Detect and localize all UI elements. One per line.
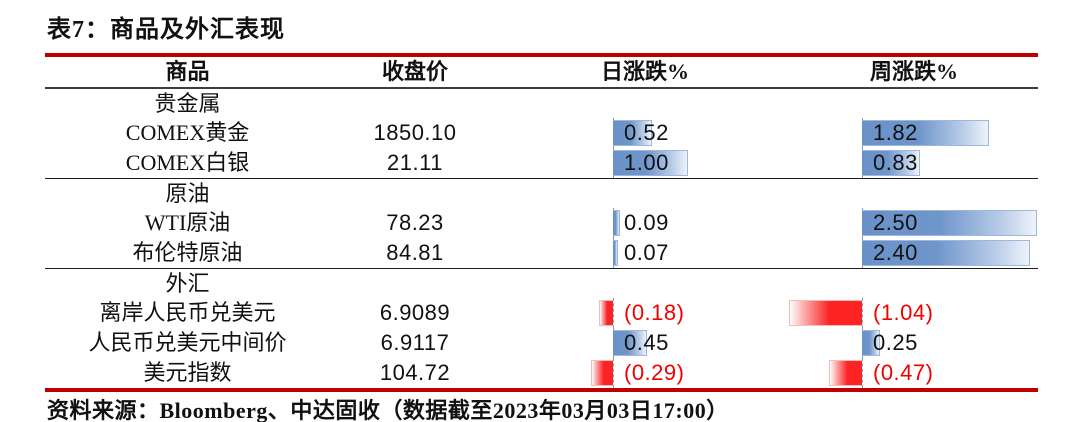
source-note: 资料来源：Bloomberg、中达固收（数据截至2023年03月03日17:00… <box>47 398 729 422</box>
change-value: 0.07 <box>624 240 669 265</box>
empty-cell <box>790 89 1038 118</box>
close-price: 84.81 <box>386 240 444 265</box>
group-forex: 外汇 离岸人民币兑美元 6.9089 (0.18) (1.04) 人民币兑美元中… <box>45 269 1038 388</box>
change-value: 0.25 <box>873 330 918 355</box>
instrument-name: 人民币兑美元中间价 <box>88 330 287 355</box>
empty-cell <box>330 269 500 298</box>
daily-change-cell: 1.00 <box>500 148 790 178</box>
table-row: 人民币兑美元中间价 6.9117 0.45 0.25 <box>45 328 1038 358</box>
change-value: 0.45 <box>624 330 669 355</box>
daily-change-cell: 0.07 <box>500 238 790 268</box>
table-row: 布伦特原油 84.81 0.07 2.40 <box>45 238 1038 268</box>
positive-change-bar <box>613 330 647 356</box>
weekly-change-cell: (0.47) <box>790 358 1038 388</box>
close-price: 21.11 <box>387 150 443 175</box>
weekly-change-cell: 0.83 <box>790 148 1038 178</box>
group-crude-oil: 原油 WTI原油 78.23 0.09 2.50 布伦特原油 84.81 0.0… <box>45 179 1038 269</box>
table-row: COMEX黄金 1850.10 0.52 1.82 <box>45 118 1038 148</box>
instrument-name: WTI原油 <box>144 210 231 235</box>
instrument-name: COMEX白银 <box>125 150 250 175</box>
section-row: 外汇 <box>45 269 1038 298</box>
instrument-name: 布伦特原油 <box>132 240 243 265</box>
change-value: (0.18) <box>624 300 685 325</box>
negative-change-bar <box>599 300 613 326</box>
change-value: (0.29) <box>624 360 685 385</box>
positive-change-bar <box>862 210 1037 236</box>
empty-cell <box>790 179 1038 208</box>
close-price: 104.72 <box>379 360 451 385</box>
change-value: 0.83 <box>873 150 918 175</box>
weekly-change-cell: 1.82 <box>790 118 1038 148</box>
close-price: 78.23 <box>386 210 444 235</box>
section-label: 外汇 <box>165 271 210 296</box>
header-close-price: 收盘价 <box>381 59 448 84</box>
empty-cell <box>330 179 500 208</box>
table-title: 表7：商品及外汇表现 <box>47 17 285 43</box>
positive-change-bar <box>613 120 652 146</box>
weekly-change-cell: (1.04) <box>789 298 1038 328</box>
instrument-name: 离岸人民币兑美元 <box>99 300 276 325</box>
positive-change-bar <box>862 150 920 176</box>
instrument-name: COMEX黄金 <box>125 120 250 145</box>
section-row: 原油 <box>45 179 1038 208</box>
weekly-change-cell: 0.25 <box>790 328 1038 358</box>
empty-cell <box>500 269 790 298</box>
top-red-rule <box>45 53 1038 57</box>
close-price: 1850.10 <box>373 120 457 145</box>
weekly-change-cell: 2.50 <box>790 208 1038 238</box>
change-value: (0.47) <box>873 360 934 385</box>
change-value: 0.09 <box>624 210 669 235</box>
section-label: 原油 <box>165 181 210 206</box>
change-value: 2.50 <box>873 210 918 235</box>
positive-change-bar <box>862 120 989 146</box>
bottom-red-rule <box>45 388 1038 392</box>
section-row: 贵金属 <box>45 89 1038 118</box>
positive-change-bar <box>862 240 1030 266</box>
daily-change-cell: 0.45 <box>500 328 790 358</box>
instrument-name: 美元指数 <box>143 360 232 385</box>
daily-change-cell: (0.29) <box>500 358 790 388</box>
table-row: WTI原油 78.23 0.09 2.50 <box>45 208 1038 238</box>
empty-cell <box>790 269 1038 298</box>
empty-cell <box>500 89 790 118</box>
empty-cell <box>500 179 790 208</box>
change-value: 1.82 <box>873 120 918 145</box>
positive-change-bar <box>613 150 688 176</box>
positive-change-bar <box>613 210 620 236</box>
change-value: 0.52 <box>624 120 669 145</box>
daily-change-cell: 0.52 <box>500 118 790 148</box>
header-commodity: 商品 <box>165 59 210 84</box>
table-row: 离岸人民币兑美元 6.9089 (0.18) (1.04) <box>45 298 1038 328</box>
negative-change-bar <box>789 300 862 326</box>
weekly-change-cell: 2.40 <box>790 238 1038 268</box>
negative-change-bar <box>591 360 613 386</box>
change-value: 1.00 <box>624 150 669 175</box>
group-precious-metals: 贵金属 COMEX黄金 1850.10 0.52 1.82 COMEX白银 21… <box>45 89 1038 179</box>
daily-change-cell: 0.09 <box>500 208 790 238</box>
performance-table: 商品 收盘价 日涨跌% 周涨跌% 贵金属 COMEX黄金 1850.10 0.5… <box>45 53 1038 392</box>
positive-change-bar <box>862 330 880 356</box>
header-row: 商品 收盘价 日涨跌% 周涨跌% <box>45 57 1038 89</box>
daily-change-cell: (0.18) <box>500 298 790 328</box>
negative-change-bar <box>829 360 862 386</box>
empty-cell <box>330 89 500 118</box>
change-value: (1.04) <box>873 300 934 325</box>
table-row: COMEX白银 21.11 1.00 0.83 <box>45 148 1038 178</box>
close-price: 6.9089 <box>379 300 451 325</box>
section-label: 贵金属 <box>154 91 221 116</box>
close-price: 6.9117 <box>380 330 450 355</box>
change-value: 2.40 <box>873 240 918 265</box>
header-weekly-change: 周涨跌% <box>869 59 958 84</box>
table-row: 美元指数 104.72 (0.29) (0.47) <box>45 358 1038 388</box>
header-daily-change: 日涨跌% <box>600 59 689 84</box>
positive-change-bar <box>613 240 618 266</box>
